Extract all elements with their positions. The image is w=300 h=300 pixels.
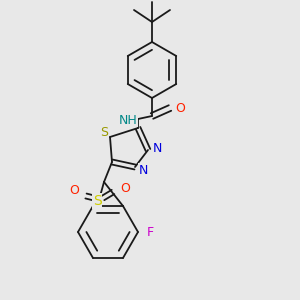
Text: O: O xyxy=(69,184,79,197)
Text: O: O xyxy=(120,182,130,194)
Text: F: F xyxy=(146,226,154,238)
Text: NH: NH xyxy=(118,113,137,127)
Text: S: S xyxy=(93,194,101,208)
Text: O: O xyxy=(175,101,185,115)
Text: N: N xyxy=(138,164,148,176)
Text: S: S xyxy=(100,125,108,139)
Text: N: N xyxy=(152,142,162,154)
